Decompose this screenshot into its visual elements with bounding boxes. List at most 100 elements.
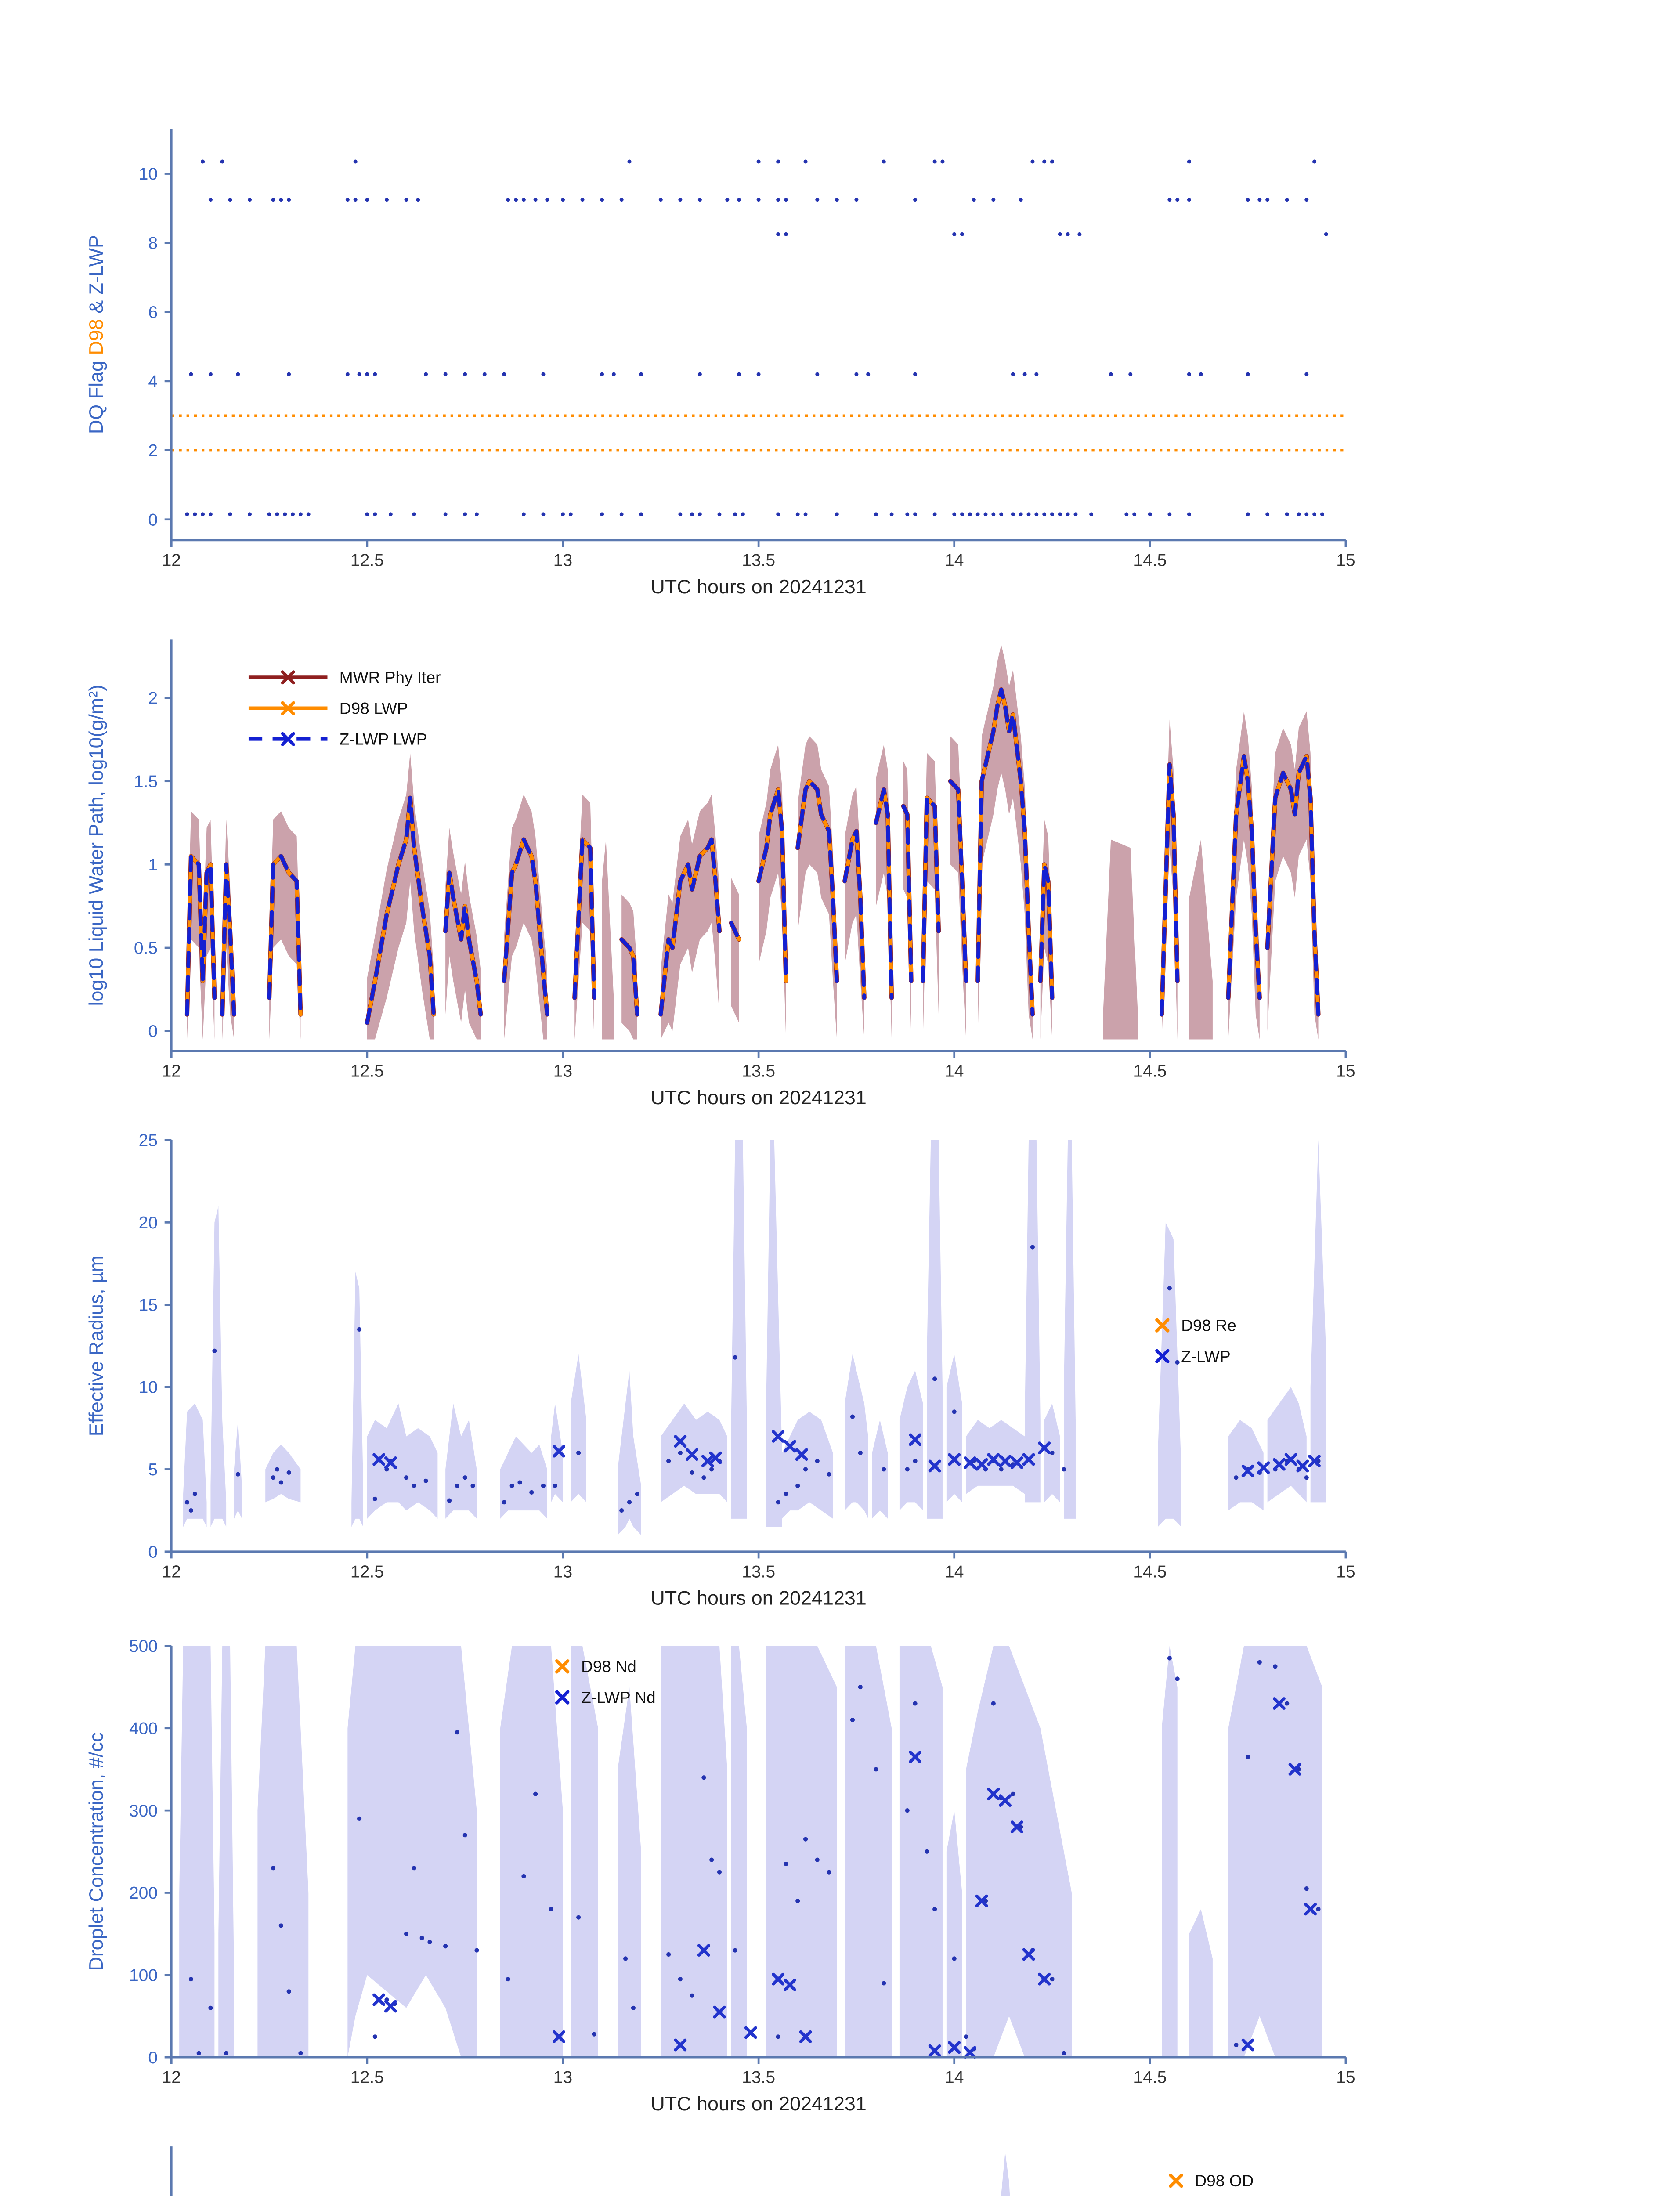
- data-point: [690, 1993, 694, 1998]
- data-point: [220, 159, 224, 164]
- line-z-lwp-lwp: [267, 854, 303, 1016]
- data-point: [600, 198, 604, 202]
- data-point: [357, 1816, 362, 1821]
- data-point: [196, 2051, 201, 2055]
- data-point: [1175, 198, 1180, 202]
- data-point: [236, 372, 240, 376]
- y-tick-label: 300: [129, 1802, 158, 1820]
- data-point: [365, 198, 369, 202]
- x-axis-label: UTC hours on 20241231: [650, 1587, 866, 1609]
- x-marker: [928, 1459, 941, 1473]
- data-point: [666, 1459, 671, 1463]
- uncertainty-band: [731, 1140, 747, 1519]
- x-tick-label: 14: [945, 551, 964, 570]
- data-point: [627, 159, 632, 164]
- data-point: [854, 372, 859, 376]
- x-marker: [701, 1455, 714, 1468]
- y-tick-label: 4: [148, 372, 158, 391]
- data-point: [287, 198, 291, 202]
- x-marker: [1284, 1453, 1297, 1466]
- data-point: [298, 512, 303, 516]
- data-point: [678, 1450, 683, 1456]
- data-point: [506, 198, 510, 202]
- y-tick-label: 15: [139, 1296, 158, 1315]
- data-point: [1050, 1450, 1055, 1456]
- data-point: [889, 512, 894, 516]
- data-point: [1066, 512, 1070, 516]
- data-point: [365, 512, 369, 516]
- uncertainty-band: [1025, 1140, 1041, 1503]
- y-tick-label: 500: [129, 1637, 158, 1656]
- data-point: [733, 512, 737, 516]
- data-point: [631, 2005, 636, 2010]
- data-point: [882, 1467, 886, 1472]
- x-marker: [963, 2046, 976, 2059]
- data-point: [697, 372, 702, 376]
- data-point: [412, 512, 416, 516]
- x-tick-label: 14: [945, 1562, 964, 1581]
- data-point: [1089, 512, 1094, 516]
- uncertainty-band: [661, 795, 719, 1040]
- uncertainty-band: [210, 1206, 227, 1527]
- data-point: [795, 512, 800, 516]
- uncertainty-band: [966, 1646, 1072, 2058]
- data-point: [208, 198, 213, 202]
- x-marker: [372, 1993, 386, 2006]
- axes-droplet-concentration: 0 100 200 300 400 500 12 12.5 13 13.5 14 14.5 15: [129, 1637, 1355, 2087]
- x-tick-label: 14.5: [1133, 1062, 1167, 1081]
- line-z-lwp-lwp: [842, 829, 867, 1000]
- uncertainty-band: [1162, 1646, 1178, 2058]
- line-z-lwp-lwp: [729, 921, 741, 942]
- x-tick-label: 15: [1336, 1062, 1355, 1081]
- data-point: [1304, 512, 1309, 516]
- x-tick-label: 13: [553, 2068, 572, 2087]
- data-point: [991, 1701, 996, 1706]
- data-point: [991, 512, 996, 516]
- y-tick-label: 200: [129, 1884, 158, 1903]
- x-tick-label: 12.5: [350, 1562, 384, 1581]
- data-point: [345, 372, 350, 376]
- data-point: [697, 198, 702, 202]
- y-axis-label: log10 Liquid Water Path, log10(g/m²): [85, 685, 107, 1006]
- dots-effective-radius: [184, 1245, 1321, 1513]
- uncertainty-band: [782, 1412, 833, 1519]
- data-point: [1304, 372, 1309, 376]
- data-point: [717, 512, 722, 516]
- data-point: [404, 1932, 409, 1936]
- uncertainty-band: [766, 1646, 837, 2058]
- data-point: [447, 1498, 452, 1503]
- data-point: [1042, 159, 1047, 164]
- uncertainty-band: [257, 1646, 309, 2058]
- uncertainty-band: [269, 811, 301, 1040]
- data-point: [850, 1414, 855, 1419]
- data-point: [1175, 1360, 1180, 1365]
- data-point: [424, 372, 428, 376]
- data-point: [184, 1500, 190, 1505]
- data-point: [462, 1475, 467, 1480]
- data-point: [1050, 1977, 1055, 1982]
- uncertainty-band: [946, 1354, 962, 1503]
- uncertainty-band: [1267, 1387, 1307, 1503]
- data-point: [549, 1907, 553, 1912]
- data-point: [701, 1775, 706, 1780]
- data-point: [521, 1874, 526, 1879]
- data-point: [803, 512, 808, 516]
- data-point: [952, 1409, 957, 1414]
- uncertainty-band: [1064, 1140, 1076, 1519]
- data-point: [228, 198, 232, 202]
- data-point: [541, 1483, 546, 1488]
- data-point: [278, 1923, 283, 1928]
- x-marker: [384, 2000, 397, 2013]
- data-point: [419, 1936, 424, 1940]
- data-point: [208, 372, 213, 376]
- data-point: [404, 1475, 409, 1480]
- y-tick-label: 8: [148, 234, 158, 253]
- data-point: [1234, 1475, 1239, 1480]
- axes-dq-flag: 0 2 4 6 8 10 12 12.5 13 13.5 14 14.5 15: [139, 129, 1355, 570]
- data-point: [306, 512, 311, 516]
- data-point: [1265, 512, 1270, 516]
- x-marker: [384, 1456, 397, 1469]
- line-z-lwp-lwp: [443, 870, 483, 1016]
